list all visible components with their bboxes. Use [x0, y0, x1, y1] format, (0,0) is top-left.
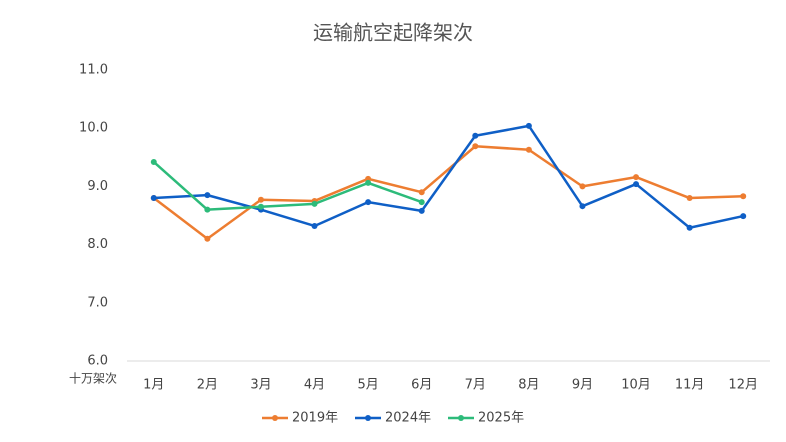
x-tick-label: 2月: [197, 378, 218, 393]
data-point: [365, 179, 372, 186]
x-tick-label: 5月: [357, 378, 378, 393]
data-point: [740, 213, 747, 220]
data-point: [525, 146, 532, 153]
data-point: [150, 195, 157, 202]
y-tick-label: 9.0: [87, 179, 108, 194]
data-point: [579, 203, 586, 210]
legend-dot: [272, 415, 278, 421]
data-point: [740, 193, 747, 200]
y-tick-label: 8.0: [87, 237, 108, 252]
data-point: [633, 181, 640, 188]
x-tick-label: 12月: [728, 378, 758, 393]
data-point: [418, 199, 425, 206]
data-point: [204, 192, 211, 199]
data-point: [525, 122, 532, 129]
x-tick-label: 11月: [675, 378, 705, 393]
data-point: [257, 196, 264, 203]
data-point: [418, 189, 425, 196]
x-tick-label: 6月: [411, 378, 432, 393]
legend-dot: [365, 415, 371, 421]
data-point: [579, 183, 586, 190]
x-tick-label: 3月: [250, 378, 271, 393]
legend-label: 2024年: [385, 411, 431, 426]
data-point: [204, 206, 211, 213]
data-point: [257, 203, 264, 210]
y-tick-label: 11.0: [79, 63, 108, 78]
chart-title: 运输航空起降架次: [313, 21, 473, 45]
data-point: [204, 235, 211, 242]
y-unit-label: 十万架次: [69, 372, 117, 386]
x-tick-label: 10月: [621, 378, 651, 393]
y-tick-label: 6.0: [87, 354, 108, 369]
series-line: [153, 144, 744, 241]
data-point: [472, 143, 479, 150]
legend-label: 2025年: [478, 411, 524, 426]
data-point: [365, 199, 372, 206]
data-point: [633, 174, 640, 181]
data-point: [686, 195, 693, 202]
data-point: [686, 224, 693, 231]
series-line: [152, 161, 423, 211]
data-point: [472, 132, 479, 139]
legend-label: 2019年: [292, 411, 338, 426]
data-point: [311, 200, 318, 207]
y-tick-label: 7.0: [87, 295, 108, 310]
legend-dot: [458, 415, 464, 421]
x-tick-label: 4月: [304, 378, 325, 393]
data-point: [418, 207, 425, 214]
data-point: [150, 158, 157, 165]
x-tick-label: 9月: [572, 378, 593, 393]
x-tick-label: 7月: [465, 378, 486, 393]
data-point: [311, 222, 318, 229]
y-tick-label: 10.0: [79, 121, 108, 136]
x-tick-label: 8月: [518, 378, 539, 393]
x-tick-label: 1月: [143, 378, 164, 393]
